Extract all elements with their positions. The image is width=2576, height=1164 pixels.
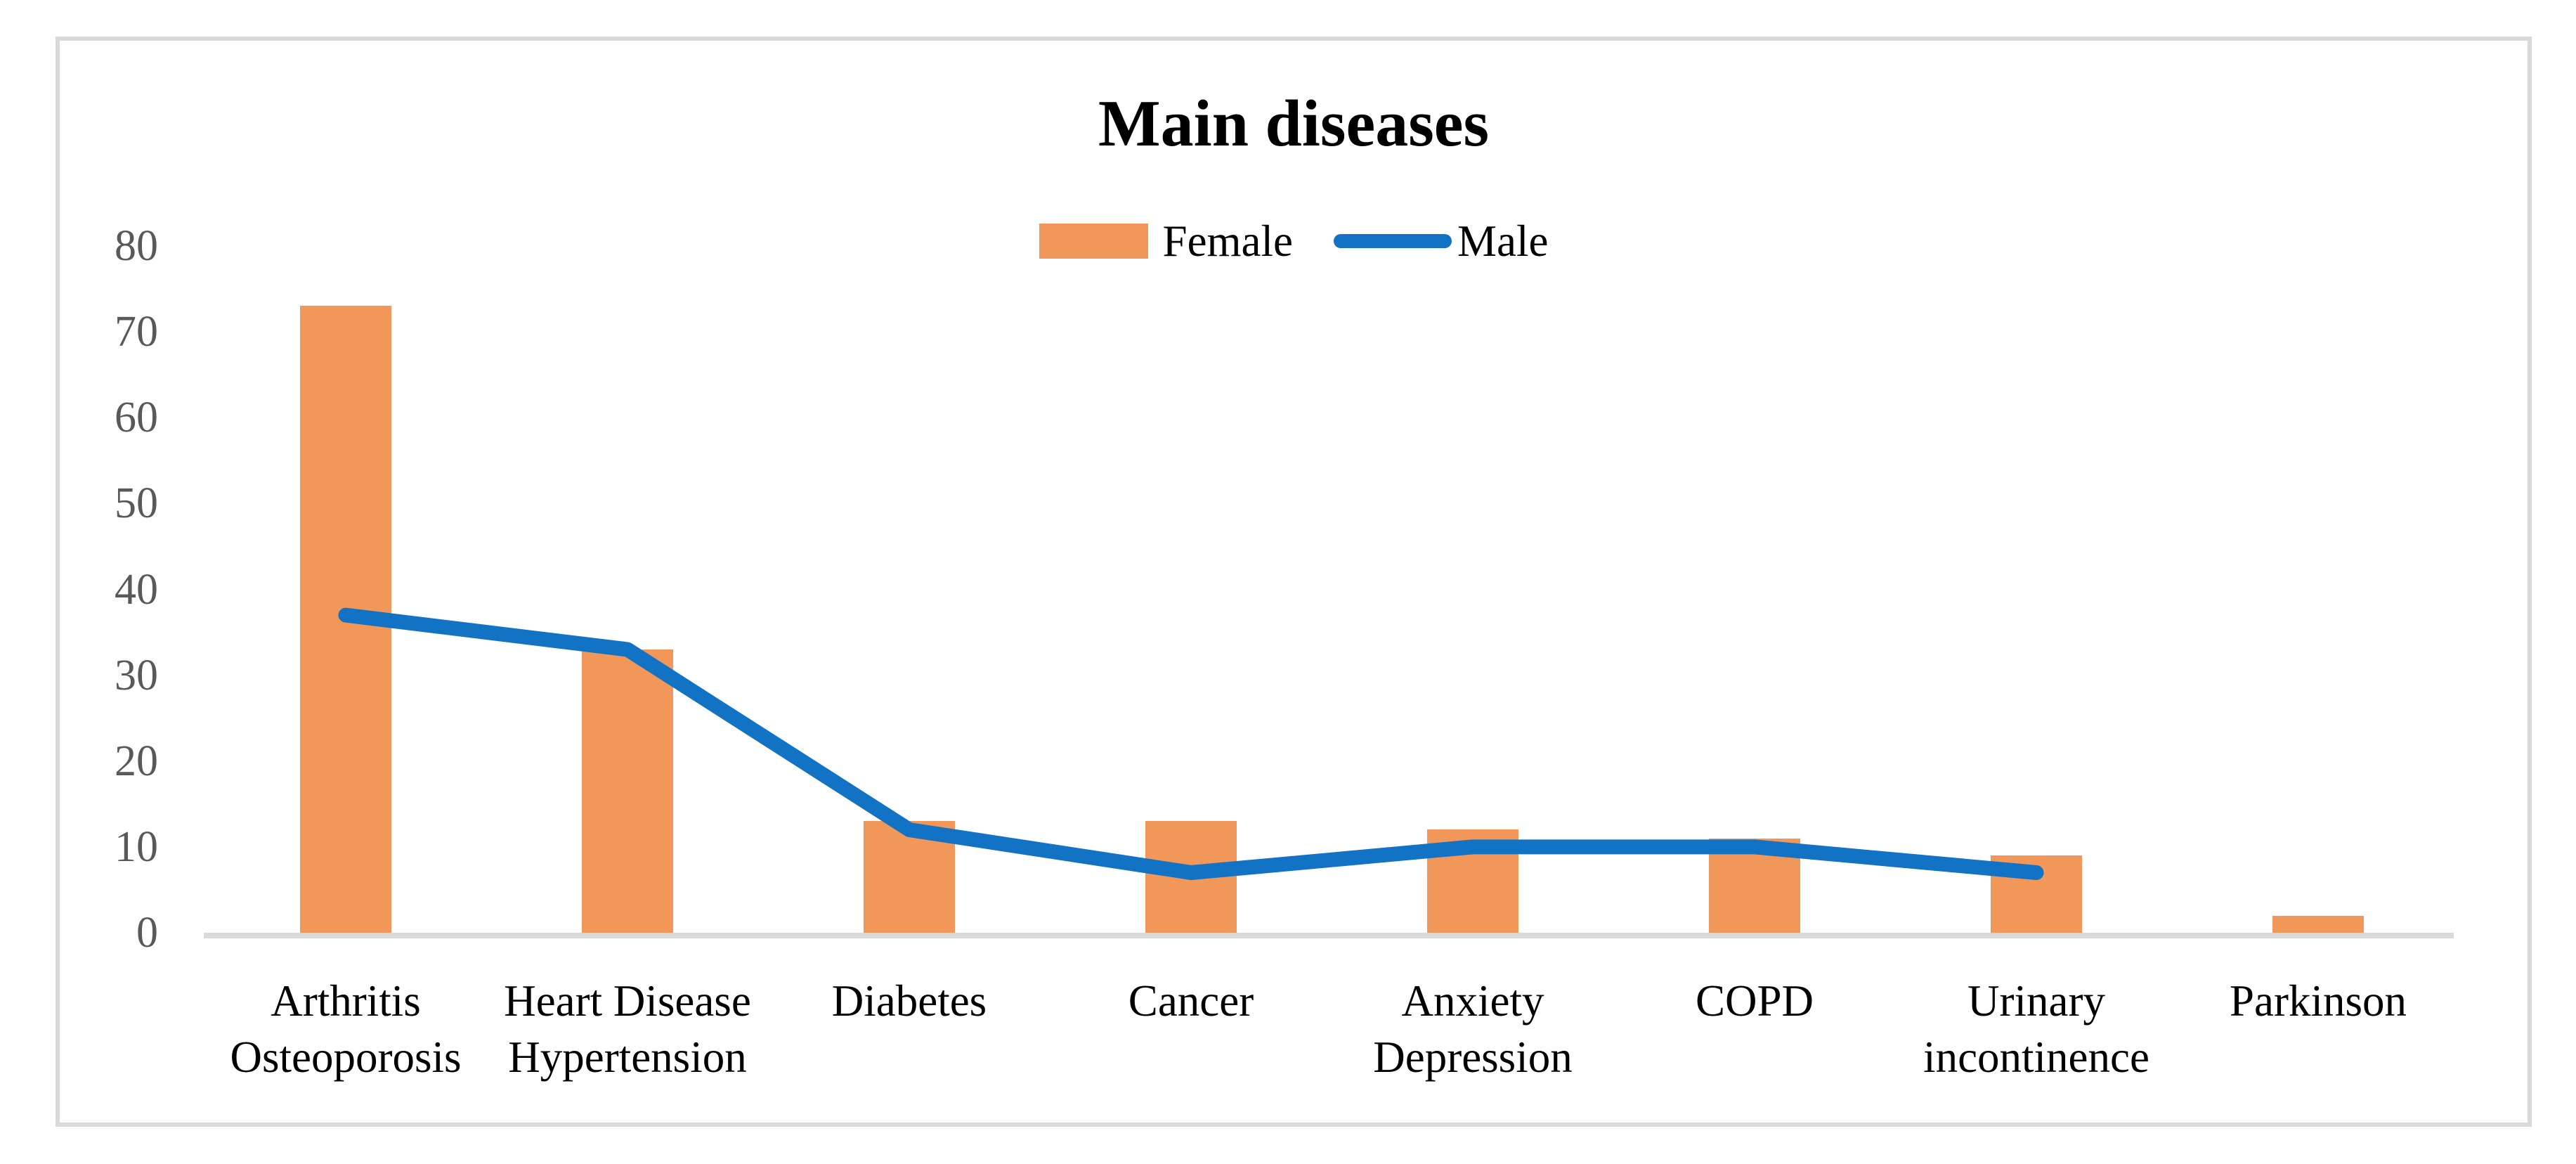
x-axis-line	[204, 933, 2454, 938]
y-axis-tick-label: 40	[115, 565, 158, 614]
legend-label-female: Female	[1162, 216, 1293, 266]
x-axis-category-label: Heart Disease Hypertension	[504, 976, 751, 1082]
legend: Female Male	[58, 214, 2530, 268]
legend-swatch-male-line	[1333, 234, 1452, 248]
x-axis-category-label: Urinary incontinence	[1923, 976, 2149, 1082]
x-axis-category-label: Diabetes	[831, 976, 987, 1026]
y-axis-tick-label: 80	[115, 222, 158, 270]
female-bar	[2272, 915, 2364, 933]
y-axis-tick-label: 70	[115, 308, 158, 356]
y-axis-tick-label: 20	[115, 737, 158, 785]
y-axis-tick-label: 10	[115, 822, 158, 871]
chart-frame	[56, 37, 2532, 1127]
male-line	[338, 607, 2044, 881]
legend-swatch-female	[1039, 224, 1148, 259]
female-bar	[582, 649, 673, 933]
x-axis-category-label: Cancer	[1128, 976, 1254, 1026]
x-axis-category-label: Anxiety Depression	[1373, 976, 1573, 1082]
legend-label-male: Male	[1457, 216, 1549, 266]
y-axis-tick-label: 60	[115, 394, 158, 442]
x-axis-category-label: Parkinson	[2230, 976, 2407, 1026]
x-axis-category-label: COPD	[1695, 976, 1814, 1026]
y-axis-tick-label: 30	[115, 651, 158, 699]
chart-title: Main diseases	[1098, 87, 1490, 160]
y-axis-tick-label: 0	[136, 909, 158, 957]
y-axis-tick-label: 50	[115, 479, 158, 528]
x-axis-category-label: Arthritis Osteoporosis	[230, 976, 462, 1082]
